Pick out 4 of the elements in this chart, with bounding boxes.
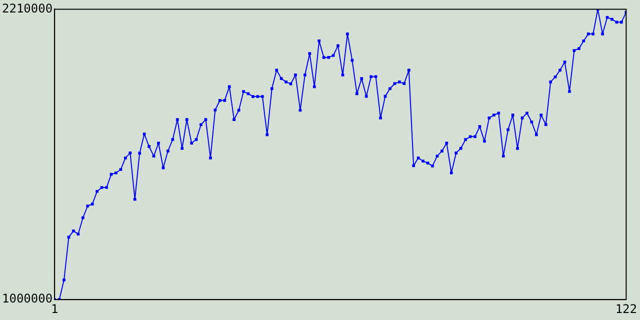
y-tick-label: 2210000 bbox=[2, 1, 53, 16]
y-tick-label: 1000000 bbox=[2, 292, 53, 306]
x-tick-label: 1 bbox=[50, 302, 58, 316]
x-tick-label: 122 bbox=[615, 302, 638, 316]
